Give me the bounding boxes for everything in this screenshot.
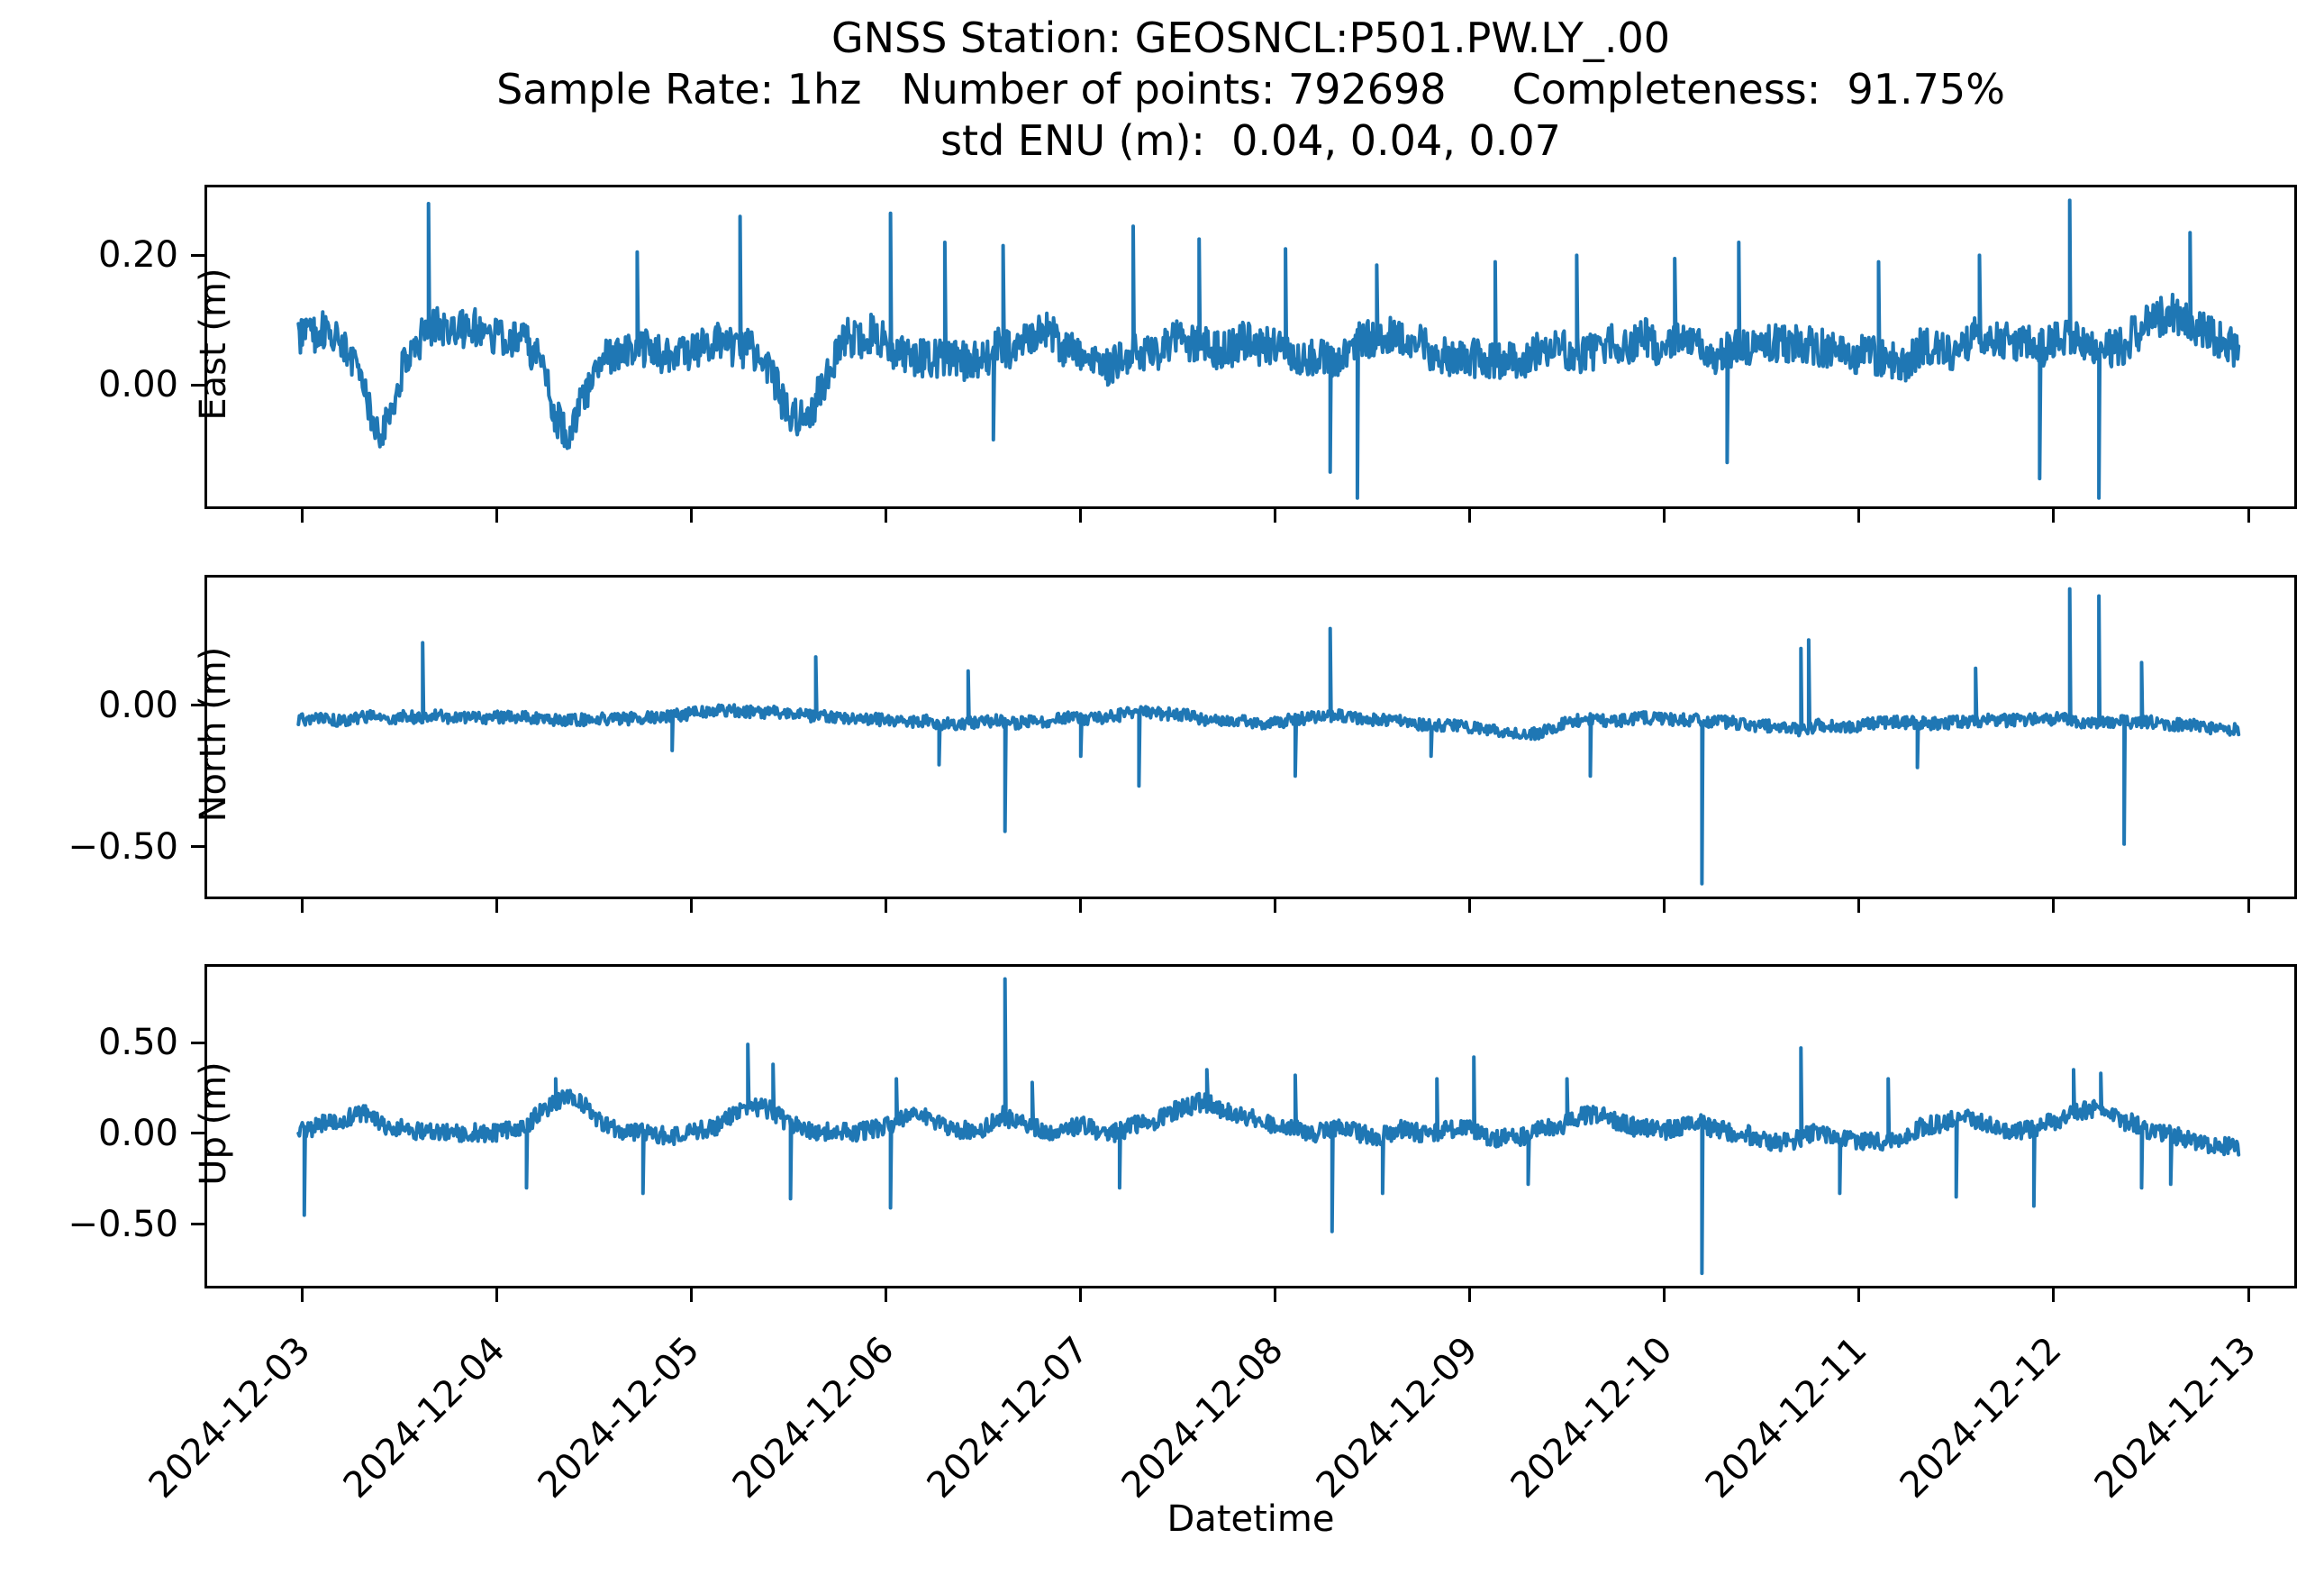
timeseries-line <box>296 587 2241 886</box>
line-series-north <box>296 587 2241 886</box>
y-tick-label: 0.20 <box>97 234 178 277</box>
x-tick-mark <box>1663 509 1666 523</box>
y-tick-mark <box>191 1041 204 1044</box>
title-line-station: GNSS Station: GEOSNCL:P501.PW.LY_.00 <box>831 14 1670 62</box>
x-tick-mark <box>1857 509 1861 523</box>
x-tick-mark <box>301 509 304 523</box>
x-tick-mark <box>301 1288 304 1302</box>
y-tick-mark <box>191 704 204 707</box>
x-tick-mark <box>301 899 304 913</box>
timeseries-line <box>296 198 2241 500</box>
x-tick-mark <box>1468 509 1472 523</box>
x-tick-mark <box>1468 1288 1472 1302</box>
y-tick-label: 0.00 <box>97 364 178 405</box>
y-tick-mark <box>191 1223 204 1226</box>
x-tick-mark <box>1857 899 1861 913</box>
x-tick-mark <box>1663 899 1666 913</box>
chart-title: GNSS Station: GEOSNCL:P501.PW.LY_.00 Sam… <box>204 13 2297 167</box>
timeseries-line <box>296 977 2241 1276</box>
x-tick-mark <box>885 1288 888 1302</box>
y-tick-mark <box>191 1132 204 1135</box>
x-tick-mark <box>690 1288 694 1302</box>
y-tick-label: 0.00 <box>97 684 178 726</box>
subplot-east: East (m) 0.20 0.00 <box>98 185 2297 523</box>
x-tick-mark <box>495 509 499 523</box>
x-tick-mark <box>690 509 694 523</box>
x-tick-mark <box>1274 1288 1277 1302</box>
x-tick-mark <box>2052 1288 2056 1302</box>
line-series-east <box>296 198 2241 500</box>
y-tick-mark <box>191 383 204 387</box>
subplot-north: North (m) 0.00 −0.50 <box>68 575 2297 913</box>
x-tick-mark <box>1663 1288 1666 1302</box>
x-tick-mark <box>885 899 888 913</box>
subplot-up: Up (m) 0.50 0.00 −0.50 2024-12-03 2024-12-04… <box>68 964 2297 1507</box>
x-tick-mark <box>2247 1288 2250 1302</box>
plot-area-east: 0.20 0.00 <box>98 185 2297 523</box>
title-line-std: std ENU (m): 0.04, 0.04, 0.07 <box>940 116 1561 165</box>
x-tick-mark <box>495 1288 499 1302</box>
x-tick-mark <box>1274 509 1277 523</box>
x-tick-mark <box>690 899 694 913</box>
y-tick-label: 0.50 <box>97 1022 178 1064</box>
x-tick-mark <box>495 899 499 913</box>
x-tick-mark <box>1079 899 1083 913</box>
line-series-up <box>296 977 2241 1276</box>
x-tick-mark <box>2247 509 2250 523</box>
y-tick-label: 0.00 <box>97 1112 178 1154</box>
x-tick-mark <box>2247 899 2250 913</box>
y-tick-mark <box>191 845 204 849</box>
x-tick-mark <box>1468 899 1472 913</box>
y-tick-label: −0.50 <box>68 1203 178 1245</box>
x-tick-mark <box>1079 509 1083 523</box>
y-tick-mark <box>191 253 204 257</box>
plot-area-up: 0.50 0.00 −0.50 2024-12-03 2024-12-04 2024-12… <box>68 964 2297 1507</box>
y-tick-label: −0.50 <box>68 825 178 868</box>
x-tick-mark <box>2052 899 2056 913</box>
x-tick-mark <box>2052 509 2056 523</box>
title-line-stats: Sample Rate: 1hz Number of points: 79269… <box>496 65 2005 114</box>
plot-area-north: 0.00 −0.50 <box>68 575 2297 913</box>
x-tick-mark <box>1274 899 1277 913</box>
x-tick-mark <box>885 509 888 523</box>
x-axis-label: Datetime <box>1167 1498 1335 1540</box>
x-tick-mark <box>1857 1288 1861 1302</box>
x-tick-mark <box>1079 1288 1083 1302</box>
